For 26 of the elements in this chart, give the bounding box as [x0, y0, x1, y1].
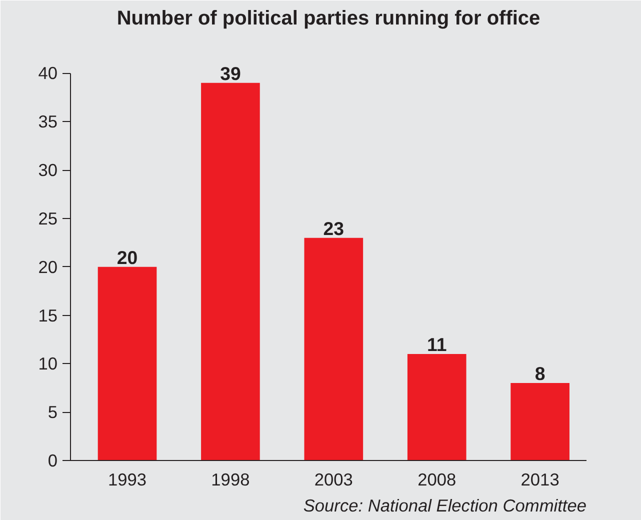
x-tick-label: 2013 — [520, 470, 560, 490]
y-tick-label: 10 — [38, 354, 58, 374]
x-tick-label: 2008 — [418, 470, 456, 490]
bar — [510, 383, 570, 460]
x-tick-label: 1993 — [108, 470, 147, 490]
bar — [98, 266, 157, 460]
chart-title: Number of political parties running for office — [116, 8, 540, 30]
bar — [304, 238, 364, 460]
y-tick-label: 25 — [38, 208, 58, 228]
x-tick-label: 1998 — [211, 470, 250, 490]
y-tick-label: 20 — [38, 256, 58, 277]
y-tick-label: 15 — [38, 305, 58, 326]
source-note: Source: National Election Committee — [303, 496, 586, 516]
data-label: 39 — [220, 62, 241, 84]
y-tick-label: 40 — [38, 63, 58, 84]
data-label: 23 — [323, 218, 344, 239]
y-tick-label: 35 — [38, 112, 58, 132]
data-label: 20 — [116, 246, 138, 268]
x-tick-label: 2003 — [314, 470, 353, 490]
bar — [407, 354, 466, 460]
y-tick-label: 5 — [48, 402, 58, 422]
bar — [201, 82, 260, 460]
data-label: 8 — [534, 363, 546, 384]
y-tick-label: 30 — [38, 160, 58, 180]
y-tick-label: 0 — [48, 450, 58, 470]
data-label: 11 — [427, 334, 447, 355]
